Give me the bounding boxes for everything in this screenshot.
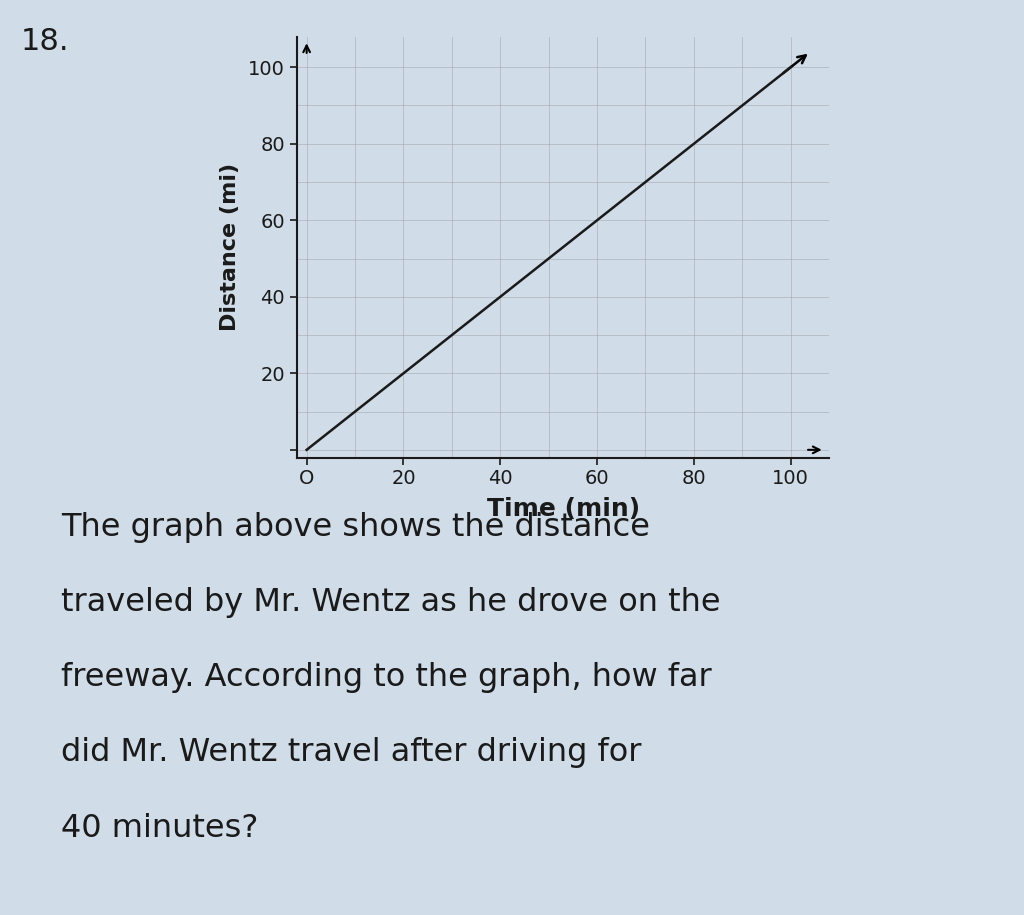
Text: The graph above shows the distance: The graph above shows the distance bbox=[61, 512, 650, 544]
X-axis label: Time (min): Time (min) bbox=[486, 497, 640, 521]
Text: freeway. According to the graph, how far: freeway. According to the graph, how far bbox=[61, 662, 712, 694]
Text: 40 minutes?: 40 minutes? bbox=[61, 813, 259, 844]
Text: traveled by Mr. Wentz as he drove on the: traveled by Mr. Wentz as he drove on the bbox=[61, 587, 721, 619]
Text: did Mr. Wentz travel after driving for: did Mr. Wentz travel after driving for bbox=[61, 737, 642, 769]
Text: 18.: 18. bbox=[20, 27, 69, 57]
Y-axis label: Distance (mi): Distance (mi) bbox=[220, 163, 240, 331]
